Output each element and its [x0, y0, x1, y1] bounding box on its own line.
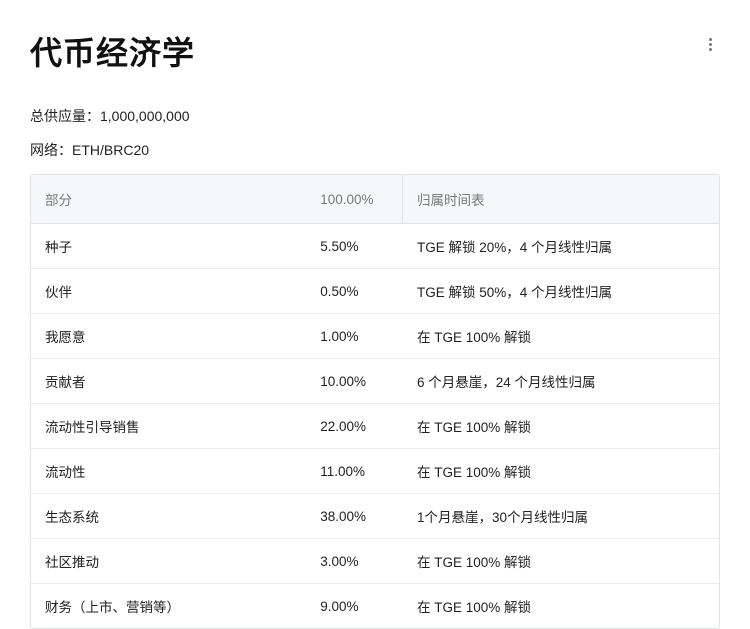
network-line: 网络：ETH/BRC20	[30, 140, 720, 160]
table-header-row: 部分 100.00% 归属时间表	[31, 175, 719, 224]
cell-part: 贡献者	[31, 359, 306, 404]
cell-schedule: 在 TGE 100% 解锁	[403, 584, 720, 629]
cell-part: 伙伴	[31, 269, 306, 314]
table-row: 流动性引导销售22.00%在 TGE 100% 解锁	[31, 404, 719, 449]
cell-part: 流动性	[31, 449, 306, 494]
header-row: 代币经济学	[30, 28, 720, 74]
cell-part: 财务（上市、营销等）	[31, 584, 306, 629]
cell-schedule: 在 TGE 100% 解锁	[403, 449, 720, 494]
more-options-icon[interactable]	[700, 34, 720, 54]
tokenomics-table: 部分 100.00% 归属时间表 种子5.50%TGE 解锁 20%，4 个月线…	[31, 175, 719, 628]
col-schedule: 归属时间表	[403, 175, 720, 224]
cell-part: 生态系统	[31, 494, 306, 539]
table-row: 我愿意1.00%在 TGE 100% 解锁	[31, 314, 719, 359]
network-label: 网络：	[30, 142, 72, 158]
cell-percent: 11.00%	[306, 449, 402, 494]
cell-percent: 5.50%	[306, 224, 402, 269]
cell-part: 我愿意	[31, 314, 306, 359]
cell-part: 社区推动	[31, 539, 306, 584]
col-percent: 100.00%	[306, 175, 402, 224]
supply-value: 1,000,000,000	[100, 108, 190, 124]
cell-schedule: 在 TGE 100% 解锁	[403, 539, 720, 584]
col-part: 部分	[31, 175, 306, 224]
tokenomics-table-wrap: 部分 100.00% 归属时间表 种子5.50%TGE 解锁 20%，4 个月线…	[30, 174, 720, 629]
table-row: 伙伴0.50%TGE 解锁 50%，4 个月线性归属	[31, 269, 719, 314]
cell-percent: 1.00%	[306, 314, 402, 359]
cell-schedule: TGE 解锁 20%，4 个月线性归属	[403, 224, 720, 269]
cell-schedule: 1个月悬崖，30个月线性归属	[403, 494, 720, 539]
supply-line: 总供应量：1,000,000,000	[30, 106, 720, 126]
cell-schedule: 6 个月悬崖，24 个月线性归属	[403, 359, 720, 404]
cell-percent: 22.00%	[306, 404, 402, 449]
table-row: 种子5.50%TGE 解锁 20%，4 个月线性归属	[31, 224, 719, 269]
table-row: 生态系统38.00%1个月悬崖，30个月线性归属	[31, 494, 719, 539]
cell-schedule: 在 TGE 100% 解锁	[403, 404, 720, 449]
table-row: 社区推动3.00%在 TGE 100% 解锁	[31, 539, 719, 584]
page-title: 代币经济学	[30, 28, 195, 74]
cell-percent: 10.00%	[306, 359, 402, 404]
table-row: 流动性11.00%在 TGE 100% 解锁	[31, 449, 719, 494]
cell-part: 流动性引导销售	[31, 404, 306, 449]
cell-schedule: TGE 解锁 50%，4 个月线性归属	[403, 269, 720, 314]
supply-label: 总供应量：	[30, 108, 100, 124]
cell-schedule: 在 TGE 100% 解锁	[403, 314, 720, 359]
cell-percent: 38.00%	[306, 494, 402, 539]
cell-part: 种子	[31, 224, 306, 269]
cell-percent: 0.50%	[306, 269, 402, 314]
table-row: 贡献者10.00%6 个月悬崖，24 个月线性归属	[31, 359, 719, 404]
network-value: ETH/BRC20	[72, 142, 149, 158]
table-row: 财务（上市、营销等）9.00%在 TGE 100% 解锁	[31, 584, 719, 629]
cell-percent: 3.00%	[306, 539, 402, 584]
cell-percent: 9.00%	[306, 584, 402, 629]
